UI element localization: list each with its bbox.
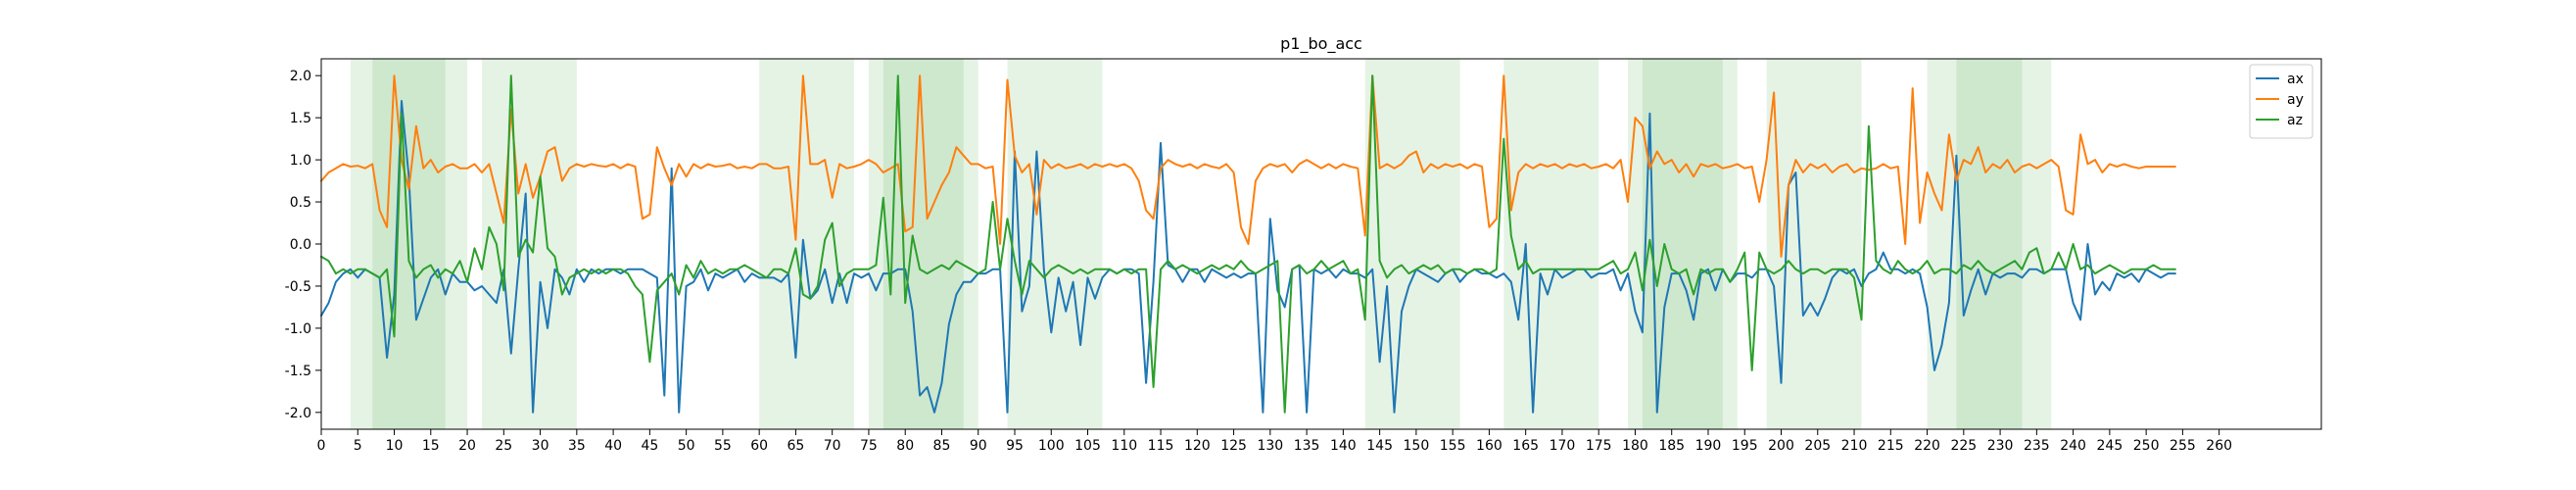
x-tick-label: 255 [2170,438,2196,454]
x-tick-label: 80 [896,438,914,454]
x-tick-label: 90 [970,438,987,454]
x-tick-label: 225 [1950,438,1977,454]
x-tick-label: 260 [2206,438,2232,454]
shaded-region-6 [1007,59,1103,429]
x-tick-label: 115 [1148,438,1174,454]
y-axis: -2.0 -1.5 -1.0 -0.5 0.0 0.5 1.0 1.5 2.0 [285,69,321,421]
legend-label-ax: ax [2287,72,2304,87]
x-tick-label: 15 [422,438,440,454]
x-tick-label: 160 [1476,438,1503,454]
y-tick-label: -1.5 [285,364,311,379]
legend: ax ay az [2249,64,2314,139]
x-tick-label: 125 [1220,438,1247,454]
x-tick-label: 35 [568,438,586,454]
x-tick-label: 55 [714,438,732,454]
y-tick-label: 1.0 [290,153,311,169]
shaded-region-10 [1642,59,1723,429]
shaded-region-5 [883,59,964,429]
y-tick-label: 0.5 [290,195,311,211]
x-tick-label: 140 [1330,438,1357,454]
x-tick-label: 215 [1878,438,1904,454]
x-tick-label: 85 [933,438,951,454]
x-tick-label: 110 [1111,438,1137,454]
x-tick-label: 200 [1768,438,1794,454]
x-tick-label: 165 [1512,438,1539,454]
x-tick-label: 40 [604,438,622,454]
x-tick-label: 120 [1184,438,1211,454]
x-tick-label: 100 [1038,438,1065,454]
x-tick-label: 20 [458,438,476,454]
x-tick-label: 150 [1404,438,1430,454]
y-tick-label: 0.0 [290,237,311,253]
shaded-region-13 [1956,59,2023,429]
x-tick-label: 210 [1841,438,1868,454]
x-tick-label: 105 [1074,438,1101,454]
series-line-az [320,74,2176,414]
x-tick-label: 95 [1006,438,1024,454]
shaded-region-7 [1364,59,1460,429]
x-tick-label: 155 [1440,438,1466,454]
x-tick-label: 240 [2060,438,2086,454]
x-tick-label: 75 [860,438,878,454]
legend-label-az: az [2287,113,2303,128]
x-tick-label: 180 [1622,438,1648,454]
legend-label-ay: ay [2287,92,2304,108]
x-tick-label: 205 [1804,438,1831,454]
x-tick-label: 235 [2024,438,2050,454]
x-tick-label: 175 [1586,438,1612,454]
shaded-region-2 [481,59,577,429]
series-line-ax [320,100,2176,414]
x-tick-label: 135 [1294,438,1320,454]
x-tick-label: 190 [1695,438,1722,454]
x-tick-label: 70 [824,438,841,454]
shaded-region-8 [1503,59,1599,429]
x-tick-label: 145 [1366,438,1393,454]
x-tick-label: 195 [1732,438,1758,454]
series-lines [320,74,2176,414]
x-tick-label: 65 [787,438,805,454]
x-tick-label: 170 [1550,438,1576,454]
x-tick-label: 185 [1658,438,1685,454]
y-tick-label: -1.0 [285,321,311,337]
x-tick-label: 230 [1987,438,2014,454]
x-tick-label: 10 [386,438,404,454]
x-tick-label: 220 [1914,438,1940,454]
x-tick-label: 60 [750,438,768,454]
y-tick-label: -0.5 [285,279,311,295]
x-tick-label: 5 [354,438,362,454]
x-tick-label: 30 [532,438,549,454]
y-tick-label: -2.0 [285,406,311,421]
shaded-regions [350,59,2052,429]
x-tick-label: 245 [2097,438,2123,454]
y-tick-label: 1.5 [290,111,311,126]
chart-title: p1_bo_acc [1280,34,1362,54]
x-tick-label: 0 [317,438,326,454]
x-tick-label: 250 [2133,438,2160,454]
x-tick-label: 50 [678,438,695,454]
y-tick-label: 2.0 [290,69,311,84]
x-tick-label: 130 [1257,438,1283,454]
x-axis: 0 5 10 15 20 25 30 35 40 45 50 55 60 65 70 75 80 85 90 95 10… [317,429,2232,454]
x-tick-label: 25 [495,438,512,454]
shaded-region-12 [1927,59,2052,429]
x-tick-label: 45 [641,438,658,454]
